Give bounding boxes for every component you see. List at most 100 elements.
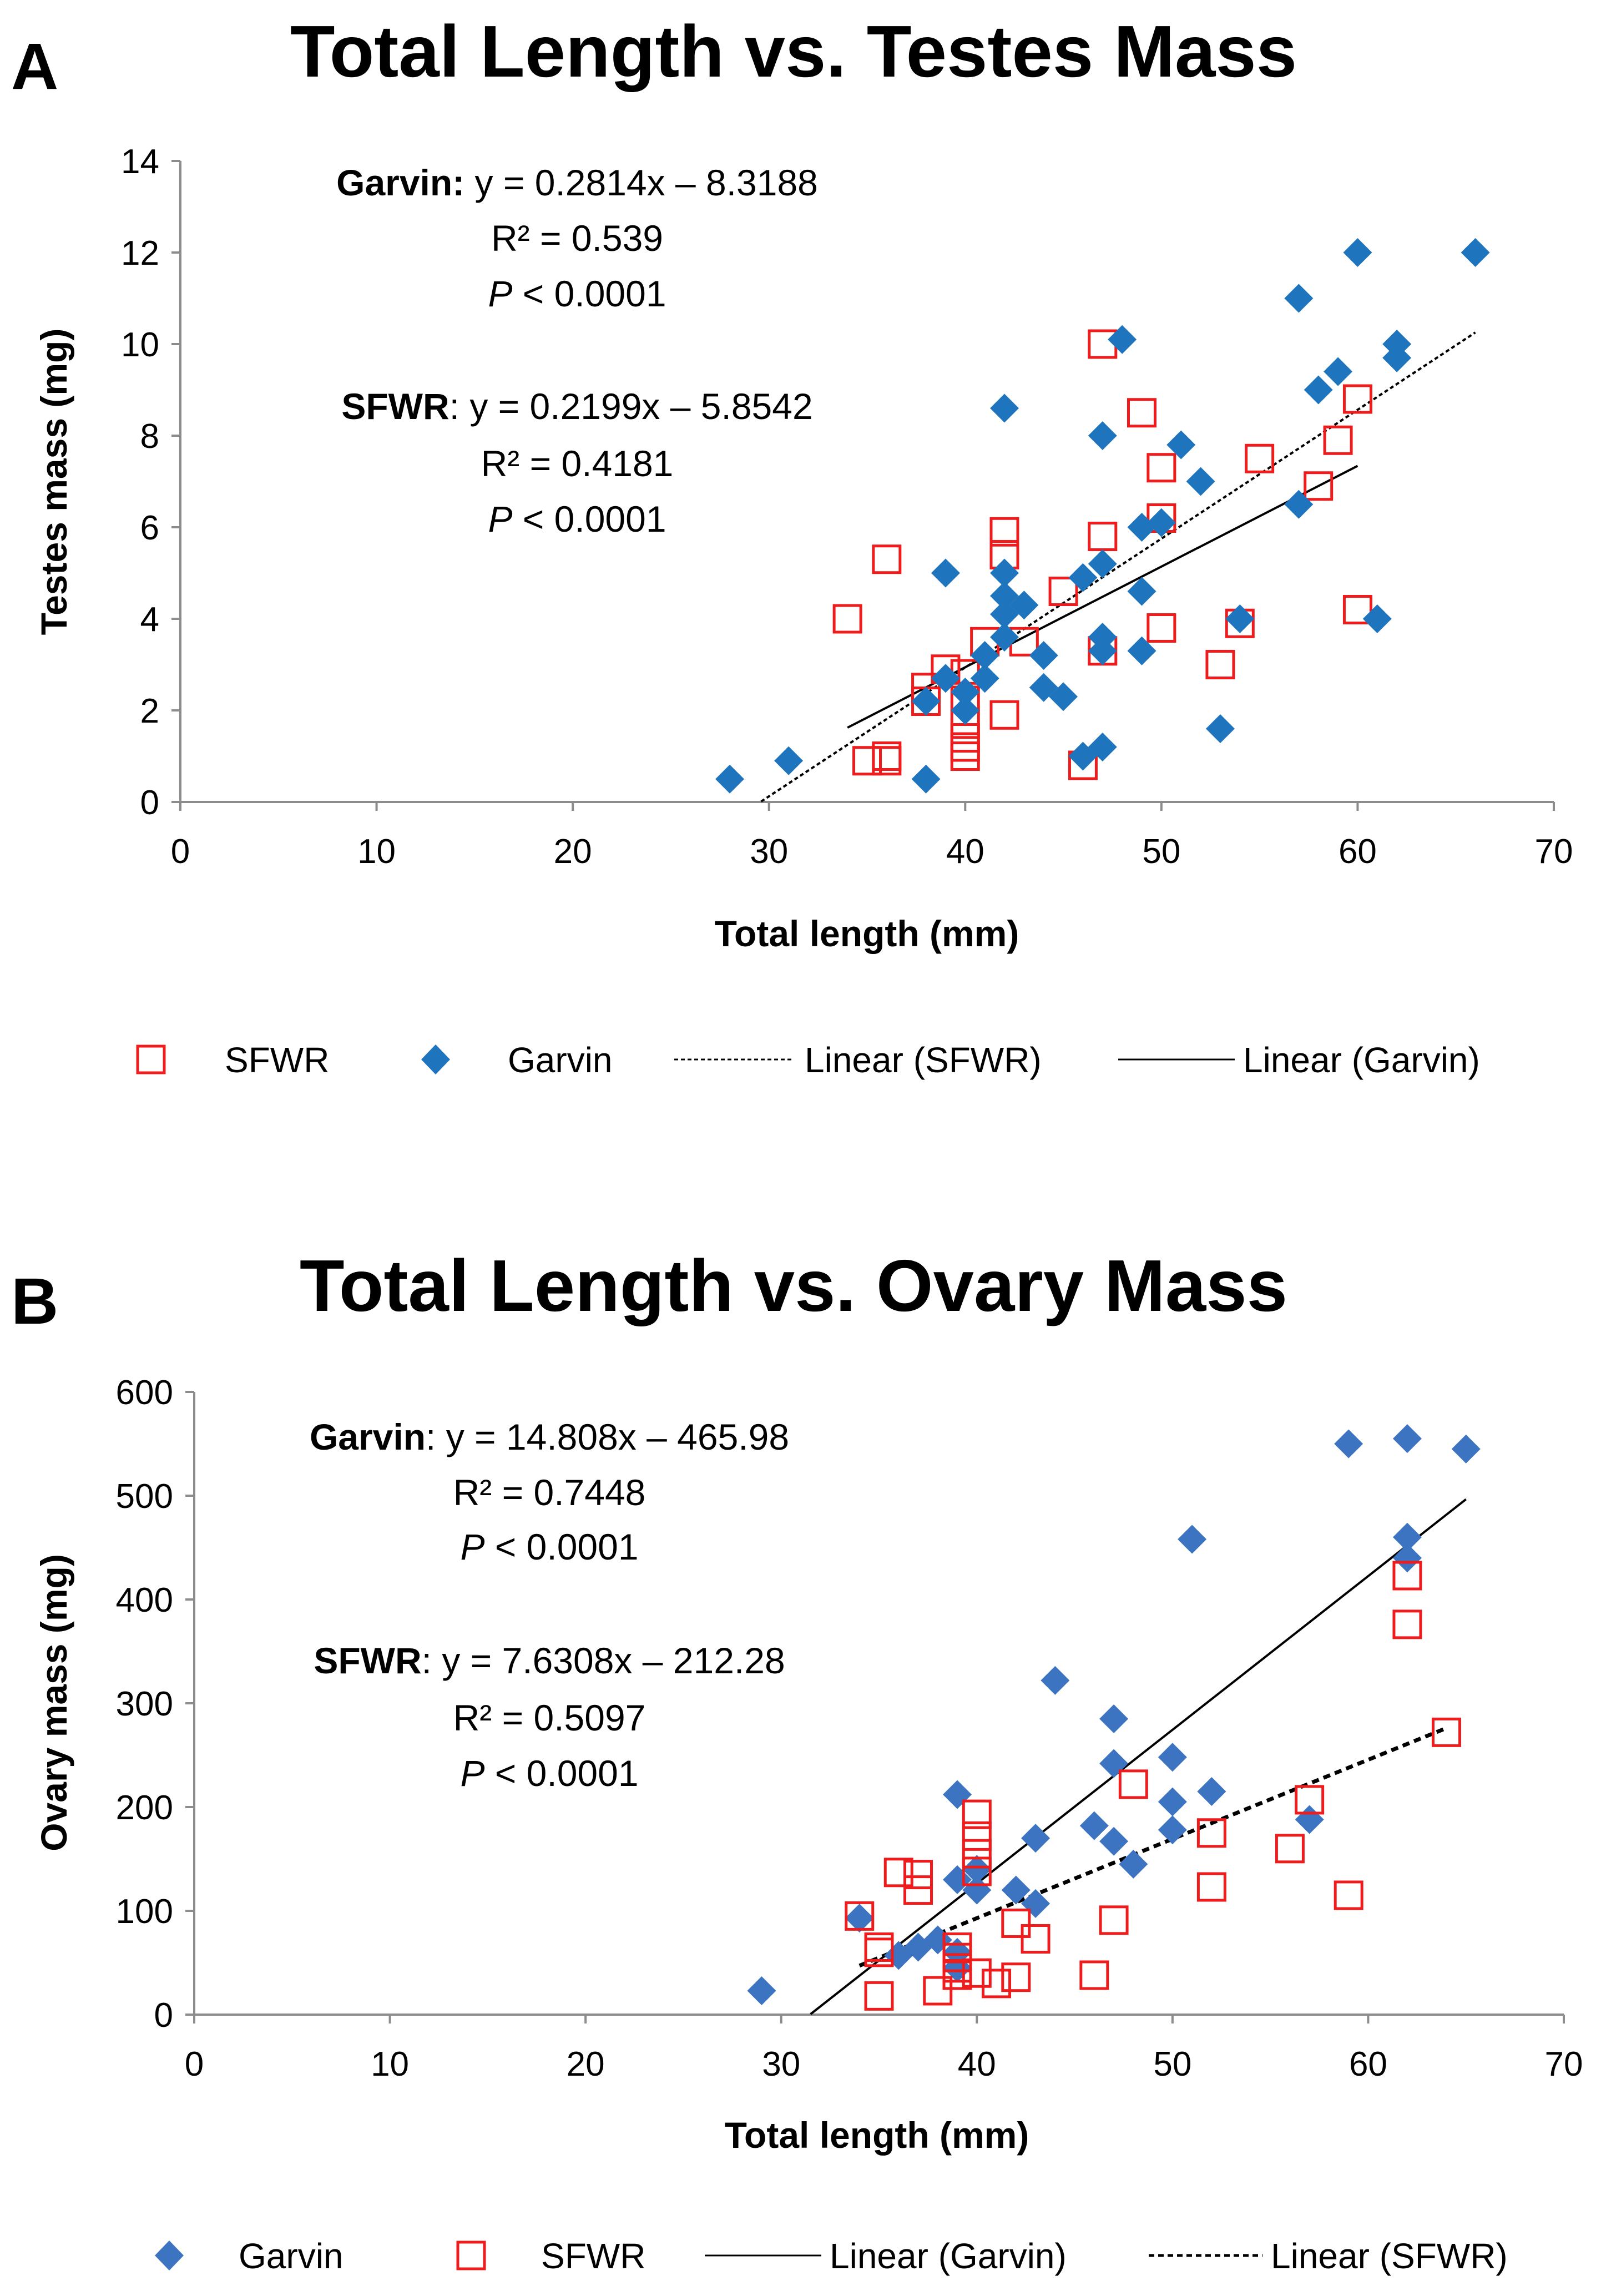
y-tick-label-b: 500 — [116, 1477, 173, 1516]
sfwr-point — [845, 1901, 875, 1931]
legend-label-sfwr-b: SFWR — [541, 2236, 645, 2276]
sfwr-point — [864, 1981, 894, 2011]
sfwr-point — [1147, 613, 1176, 643]
garvin-point — [1158, 1787, 1187, 1816]
garvin-point — [1127, 636, 1156, 665]
y-tick-label-a: 6 — [140, 509, 159, 547]
garvin-point — [1451, 1434, 1481, 1464]
x-tick-label-b: 70 — [1545, 2045, 1583, 2083]
garvin-point — [1392, 1522, 1422, 1552]
sfwr-point — [962, 1821, 992, 1851]
sfwr-point — [1196, 1872, 1226, 1902]
sfwr-point — [1088, 329, 1118, 359]
y-tick-label-b: 100 — [116, 1893, 173, 1931]
y-tick-label-b: 200 — [116, 1789, 173, 1827]
garvin-point — [1127, 577, 1156, 606]
sfwr-point — [1275, 1834, 1305, 1864]
x-tick-label-a: 0 — [171, 832, 190, 871]
garvin-point — [1178, 1525, 1207, 1554]
garvin-point — [1029, 641, 1058, 670]
garvin-point — [1021, 1824, 1051, 1853]
garvin-point — [962, 1855, 992, 1884]
sfwr-point — [1048, 577, 1078, 606]
series-garvin-a — [715, 238, 1490, 794]
sfwr-point — [1245, 443, 1275, 473]
garvin-point — [1158, 1815, 1187, 1845]
legend-label-garvin-a: Garvin — [508, 1040, 613, 1080]
garvin-point — [1461, 238, 1490, 267]
garvin-point — [1392, 1543, 1422, 1573]
y-tick-label-a: 0 — [140, 784, 159, 822]
garvin-point — [1205, 714, 1235, 743]
tick-group-a — [171, 160, 1555, 811]
y-axis-label-b: Ovary mass (mg) — [33, 1554, 74, 1851]
garvin-point — [1362, 604, 1392, 633]
sfwr-point — [1127, 398, 1156, 428]
sfwr-point — [872, 746, 902, 776]
y-tick-label-a: 12 — [121, 234, 159, 273]
legend-label-linear-garvin-a: Linear (Garvin) — [1243, 1040, 1480, 1080]
sfwr-point — [1099, 1905, 1129, 1935]
x-tick-label-a: 50 — [1142, 832, 1180, 871]
sfwr-point — [1392, 1609, 1422, 1639]
garvin-point — [1079, 1811, 1109, 1840]
x-tick-label-a: 70 — [1535, 832, 1573, 871]
sfwr-point — [903, 1875, 933, 1905]
garvin-point — [747, 1976, 776, 2005]
annotation-garvin-p-b: P < 0.0001 — [460, 1526, 638, 1567]
trendline-sfwr-b — [858, 1726, 1447, 1968]
garvin-point — [1108, 325, 1137, 354]
panel-a: A Total Length vs. Testes Mass 0 10 20 30 40… — [11, 11, 1573, 1080]
garvin-point — [1392, 1424, 1422, 1454]
garvin-point — [1088, 549, 1117, 578]
y-tick-label-b: 300 — [116, 1685, 173, 1723]
x-tick-label-b: 0 — [185, 2045, 204, 2083]
sfwr-point — [1304, 471, 1334, 501]
garvin-point — [1119, 1849, 1148, 1879]
annotation-garvin-r2-b: R² = 0.7448 — [453, 1472, 646, 1513]
sfwr-point — [962, 1839, 992, 1869]
garvin-point — [1343, 238, 1372, 267]
legend-marker-sfwr-b — [456, 2241, 486, 2270]
annotation-sfwr-equation-a: SFWR: y = 0.2199x – 5.8542 — [341, 386, 812, 427]
y-tick-label-a: 14 — [121, 143, 159, 181]
y-tick-label-a: 8 — [140, 417, 159, 456]
sfwr-point — [962, 1856, 992, 1886]
garvin-point — [1197, 1777, 1226, 1806]
annotation-garvin-equation-a: Garvin: y = 0.2814x – 8.3188 — [336, 162, 818, 203]
garvin-point — [1158, 1743, 1187, 1772]
sfwr-point — [832, 604, 862, 634]
chart-title-a: Total Length vs. Testes Mass — [290, 11, 1297, 92]
legend-marker-garvin-b — [155, 2241, 184, 2270]
annotation-sfwr-equation-b: SFWR: y = 7.6308x – 212.28 — [314, 1640, 785, 1681]
garvin-point — [990, 558, 1019, 588]
garvin-point — [1041, 1666, 1070, 1695]
annotation-sfwr-p-a: P < 0.0001 — [488, 498, 666, 539]
garvin-point — [1295, 1805, 1324, 1834]
sfwr-point — [1021, 1924, 1051, 1954]
garvin-point — [1284, 284, 1314, 313]
y-tick-label-b: 600 — [116, 1374, 173, 1412]
garvin-point — [943, 1780, 972, 1809]
sfwr-point — [872, 544, 902, 574]
sfwr-point — [950, 741, 980, 771]
y-tick-label-a: 2 — [140, 692, 159, 730]
legend-marker-sfwr-a — [136, 1044, 166, 1074]
garvin-point — [970, 664, 999, 693]
annotation-garvin-equation-b: Garvin: y = 14.808x – 465.98 — [310, 1416, 789, 1457]
x-axis-label-b: Total length (mm) — [725, 2115, 1029, 2156]
trendline-sfwr-a — [760, 331, 1476, 803]
garvin-point — [1127, 513, 1156, 542]
sfwr-point — [903, 1860, 933, 1890]
garvin-point — [1088, 421, 1117, 450]
annotation-sfwr-r2-b: R² = 0.5097 — [453, 1697, 646, 1738]
garvin-point — [1001, 1875, 1031, 1905]
legend-a: SFWR Garvin Linear (SFWR) Linear (Garvin… — [136, 1040, 1480, 1080]
garvin-point — [1009, 591, 1039, 620]
trendline-garvin-a — [847, 465, 1358, 729]
annotation-garvin-p-a: P < 0.0001 — [488, 273, 666, 314]
sfwr-point — [1205, 650, 1235, 679]
legend-b: Garvin SFWR Linear (Garvin) Linear (SFWR… — [155, 2236, 1508, 2276]
garvin-point — [990, 393, 1019, 423]
legend-label-linear-sfwr-b: Linear (SFWR) — [1271, 2236, 1508, 2276]
